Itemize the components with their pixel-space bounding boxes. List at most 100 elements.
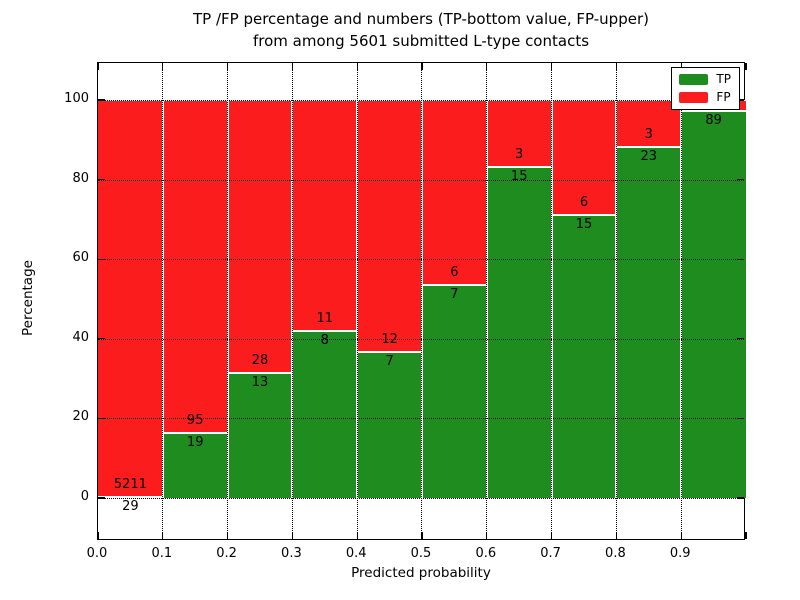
plot-area: TP FP 5211 29 95 19 28 13 11 8 12 7 6 7 3 15 6 15 3 23 89 xyxy=(97,62,747,540)
y-tick-mark-left xyxy=(98,417,105,420)
legend-label: TP xyxy=(716,72,731,86)
vertical-gridline xyxy=(356,63,358,539)
tp-bar-segment xyxy=(292,330,358,498)
x-tick-mark-top xyxy=(745,63,747,70)
tp-count-label: 15 xyxy=(575,216,593,232)
tp-bar-segment xyxy=(551,213,617,498)
fp-bar-segment xyxy=(292,100,358,331)
fp-swatch-icon xyxy=(679,92,709,103)
fp-bar-segment xyxy=(227,100,293,372)
tp-count-label: 7 xyxy=(450,286,459,302)
x-tick-label: 0.3 xyxy=(281,546,302,561)
fp-count-label: 12 xyxy=(381,332,398,348)
fp-count-label: 6 xyxy=(450,264,459,280)
vertical-gridline xyxy=(486,63,488,539)
x-tick-mark-top xyxy=(550,63,553,70)
y-tick-mark-right xyxy=(737,99,744,101)
tp-count-label: 7 xyxy=(385,354,394,370)
x-tick-mark-top xyxy=(486,63,488,70)
y-tick-mark-right xyxy=(737,258,744,260)
y-tick-label: 0 xyxy=(80,489,89,504)
tp-bar-segment xyxy=(422,283,487,498)
tp-count-label: 8 xyxy=(320,333,329,349)
y-tick-mark-left xyxy=(98,99,105,101)
tp-bar-segment xyxy=(227,371,293,498)
x-tick-mark-top xyxy=(680,63,682,70)
vertical-gridline xyxy=(162,63,164,539)
horizontal-gridline xyxy=(98,418,744,420)
tp-bar-segment xyxy=(616,145,682,498)
tp-bar-segment xyxy=(98,495,163,498)
chart-title-line1: TP /FP percentage and numbers (TP-bottom… xyxy=(193,10,649,28)
x-tick-mark-bottom xyxy=(356,532,358,539)
y-tick-mark-left xyxy=(98,497,105,499)
x-tick-label: 0.8 xyxy=(605,546,626,561)
x-tick-mark-top xyxy=(291,63,294,70)
chart-title: TP /FP percentage and numbers (TP-bottom… xyxy=(97,8,745,52)
horizontal-gridline xyxy=(98,338,744,340)
x-tick-label: 0.7 xyxy=(540,546,561,561)
vertical-gridline xyxy=(421,63,423,539)
x-tick-mark-bottom xyxy=(680,532,682,539)
x-tick-mark-top xyxy=(356,63,358,70)
y-tick-label: 80 xyxy=(72,170,89,186)
fp-count-label: 5211 xyxy=(113,476,147,492)
fp-count-label: 6 xyxy=(579,194,589,210)
tp-count-label: 15 xyxy=(510,169,528,185)
y-tick-label: 20 xyxy=(72,409,89,425)
y-tick-label: 100 xyxy=(64,91,89,106)
vertical-gridline xyxy=(291,63,293,539)
tp-bar-segment xyxy=(357,351,422,498)
x-tick-mark-top xyxy=(226,63,229,70)
legend-item-tp: TP xyxy=(679,73,731,86)
tp-count-label: 89 xyxy=(705,112,722,128)
y-tick-mark-right xyxy=(737,338,744,340)
y-tick-label: 40 xyxy=(72,329,89,345)
x-tick-mark-bottom xyxy=(226,532,229,539)
tp-count-label: 13 xyxy=(251,374,269,390)
x-tick-label: 0.9 xyxy=(669,546,691,561)
fp-bar-segment xyxy=(162,100,228,432)
fp-bar-segment xyxy=(616,100,682,146)
horizontal-gridline xyxy=(98,179,744,181)
tp-bar-segment xyxy=(681,109,746,498)
y-tick-mark-left xyxy=(98,258,105,260)
legend: TP FP xyxy=(671,67,740,110)
x-tick-label: 0.1 xyxy=(151,546,173,561)
fp-count-label: 11 xyxy=(316,311,334,327)
fp-count-label: 3 xyxy=(644,126,653,142)
x-tick-mark-bottom xyxy=(97,532,99,539)
y-tick-mark-left xyxy=(98,338,105,340)
tp-bar-segment xyxy=(162,431,228,498)
vertical-gridline xyxy=(550,63,552,539)
x-tick-mark-bottom xyxy=(745,532,747,539)
vertical-gridline xyxy=(615,63,617,539)
fp-bar-segment xyxy=(422,100,487,284)
legend-item-fp: FP xyxy=(679,91,731,104)
x-tick-mark-top xyxy=(421,63,423,70)
y-axis-label: Percentage xyxy=(20,260,36,336)
horizontal-gridline xyxy=(98,498,744,499)
tp-count-label: 29 xyxy=(122,498,139,514)
y-tick-mark-left xyxy=(98,178,105,181)
vertical-gridline xyxy=(680,63,682,539)
fp-count-label: 3 xyxy=(515,147,524,163)
x-tick-mark-bottom xyxy=(486,532,488,539)
x-tick-mark-bottom xyxy=(162,532,164,539)
tp-bar-segment xyxy=(486,166,552,498)
legend-label: FP xyxy=(716,90,731,104)
x-tick-label: 0.6 xyxy=(475,546,497,561)
x-tick-label: 0.0 xyxy=(86,546,108,561)
tp-swatch-icon xyxy=(679,74,709,85)
horizontal-gridline xyxy=(98,259,744,261)
chart-title-line2: from among 5601 submitted L-type contact… xyxy=(252,32,590,50)
x-tick-mark-top xyxy=(615,63,618,70)
y-tick-mark-right xyxy=(737,417,744,420)
x-tick-mark-bottom xyxy=(421,532,423,539)
x-tick-label: 0.2 xyxy=(216,546,237,561)
fp-bar-segment xyxy=(98,100,163,496)
y-tick-label: 60 xyxy=(72,250,89,266)
x-tick-mark-bottom xyxy=(291,532,294,539)
y-tick-mark-right xyxy=(737,178,744,181)
